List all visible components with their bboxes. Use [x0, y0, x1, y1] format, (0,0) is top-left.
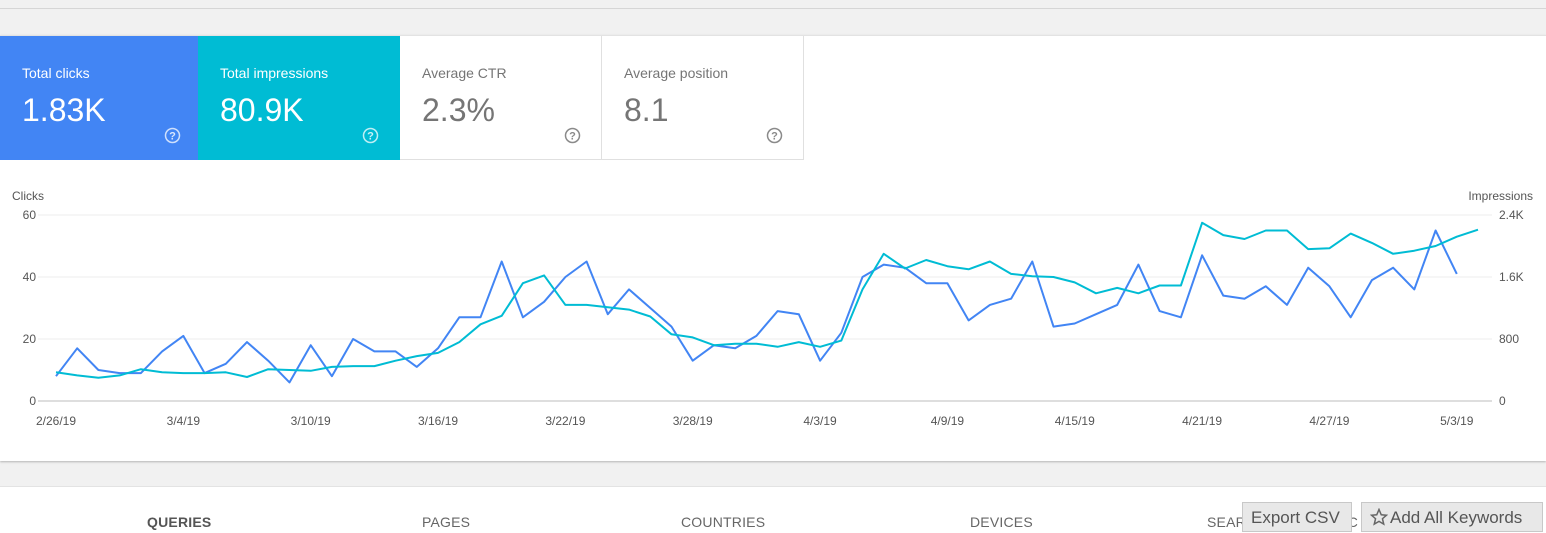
- average-ctr-tile[interactable]: Average CTR 2.3% ?: [400, 36, 602, 160]
- star-icon: [1369, 507, 1389, 526]
- average-position-value: 8.1: [624, 92, 669, 128]
- x-tick-label: 3/28/19: [673, 414, 713, 428]
- total-impressions-label: Total impressions: [220, 65, 329, 81]
- x-tick-label: 5/3/19: [1440, 414, 1474, 428]
- x-tick-label: 3/22/19: [545, 414, 585, 428]
- y-tick-label-clicks: 40: [23, 270, 37, 284]
- chart-series: [55, 221, 1479, 384]
- top-band: [0, 0, 1546, 9]
- x-tick-label: 4/27/19: [1309, 414, 1349, 428]
- x-tick-label: 3/10/19: [291, 414, 331, 428]
- tab-devices[interactable]: DEVICES: [970, 514, 1033, 530]
- y-tick-label-impressions: 1.6K: [1499, 270, 1524, 284]
- left-axis-ticks: 0 20 40 60: [23, 208, 37, 408]
- y-tick-label-impressions: 0: [1499, 394, 1506, 408]
- total-clicks-value: 1.83K: [22, 92, 106, 128]
- tab-pages[interactable]: PAGES: [422, 514, 471, 530]
- add-all-keywords-button[interactable]: Add All Keywords: [1361, 502, 1543, 532]
- svg-text:?: ?: [569, 131, 576, 143]
- x-tick-label: 3/16/19: [418, 414, 458, 428]
- svg-text:?: ?: [169, 131, 176, 143]
- help-circle-icon[interactable]: ?: [564, 127, 581, 144]
- add-all-keywords-label: Add All Keywords: [1390, 508, 1523, 527]
- average-ctr-value: 2.3%: [422, 92, 495, 128]
- x-tick-label: 4/15/19: [1055, 414, 1095, 428]
- tab-countries[interactable]: COUNTRIES: [681, 514, 766, 530]
- y-tick-label-clicks: 0: [29, 394, 36, 408]
- total-impressions-tile[interactable]: Total impressions 80.9K ?: [198, 36, 400, 160]
- x-tick-label: 2/26/19: [36, 414, 76, 428]
- svg-text:?: ?: [771, 131, 778, 143]
- svg-text:?: ?: [367, 131, 374, 143]
- total-impressions-value: 80.9K: [220, 92, 304, 128]
- average-ctr-label: Average CTR: [422, 65, 507, 81]
- chart-grid: [38, 214, 1492, 402]
- total-clicks-label: Total clicks: [22, 65, 90, 81]
- help-circle-icon[interactable]: ?: [362, 127, 379, 144]
- average-position-label: Average position: [624, 65, 729, 81]
- x-axis-ticks: 2/26/19 3/4/19 3/10/19 3/16/19 3/22/19 3/28/1…: [36, 414, 1474, 428]
- total-clicks-tile[interactable]: Total clicks 1.83K ?: [0, 36, 198, 160]
- right-axis-ticks: 0 800 1.6K 2.4K: [1499, 208, 1524, 408]
- y-axis-label-clicks: Clicks: [12, 189, 44, 203]
- help-circle-icon[interactable]: ?: [164, 127, 181, 144]
- x-tick-label: 4/9/19: [931, 414, 965, 428]
- clicks-series-line: [55, 229, 1458, 384]
- x-tick-label: 4/21/19: [1182, 414, 1222, 428]
- y-axis-label-impressions: Impressions: [1468, 189, 1533, 203]
- y-tick-label-clicks: 60: [23, 208, 37, 222]
- tab-queries[interactable]: QUERIES: [147, 514, 212, 530]
- y-tick-label-impressions: 2.4K: [1499, 208, 1524, 222]
- impressions-series-line: [55, 221, 1479, 379]
- y-tick-label-impressions: 800: [1499, 332, 1519, 346]
- x-tick-label: 4/3/19: [803, 414, 837, 428]
- export-csv-button[interactable]: Export CSV: [1242, 502, 1352, 532]
- performance-card: Total clicks 1.83K ? Total impressions 8…: [0, 35, 1546, 461]
- export-csv-label: Export CSV: [1251, 508, 1340, 527]
- average-position-tile[interactable]: Average position 8.1 ?: [602, 36, 804, 160]
- help-circle-icon[interactable]: ?: [766, 127, 783, 144]
- y-tick-label-clicks: 20: [23, 332, 37, 346]
- x-tick-label: 3/4/19: [167, 414, 201, 428]
